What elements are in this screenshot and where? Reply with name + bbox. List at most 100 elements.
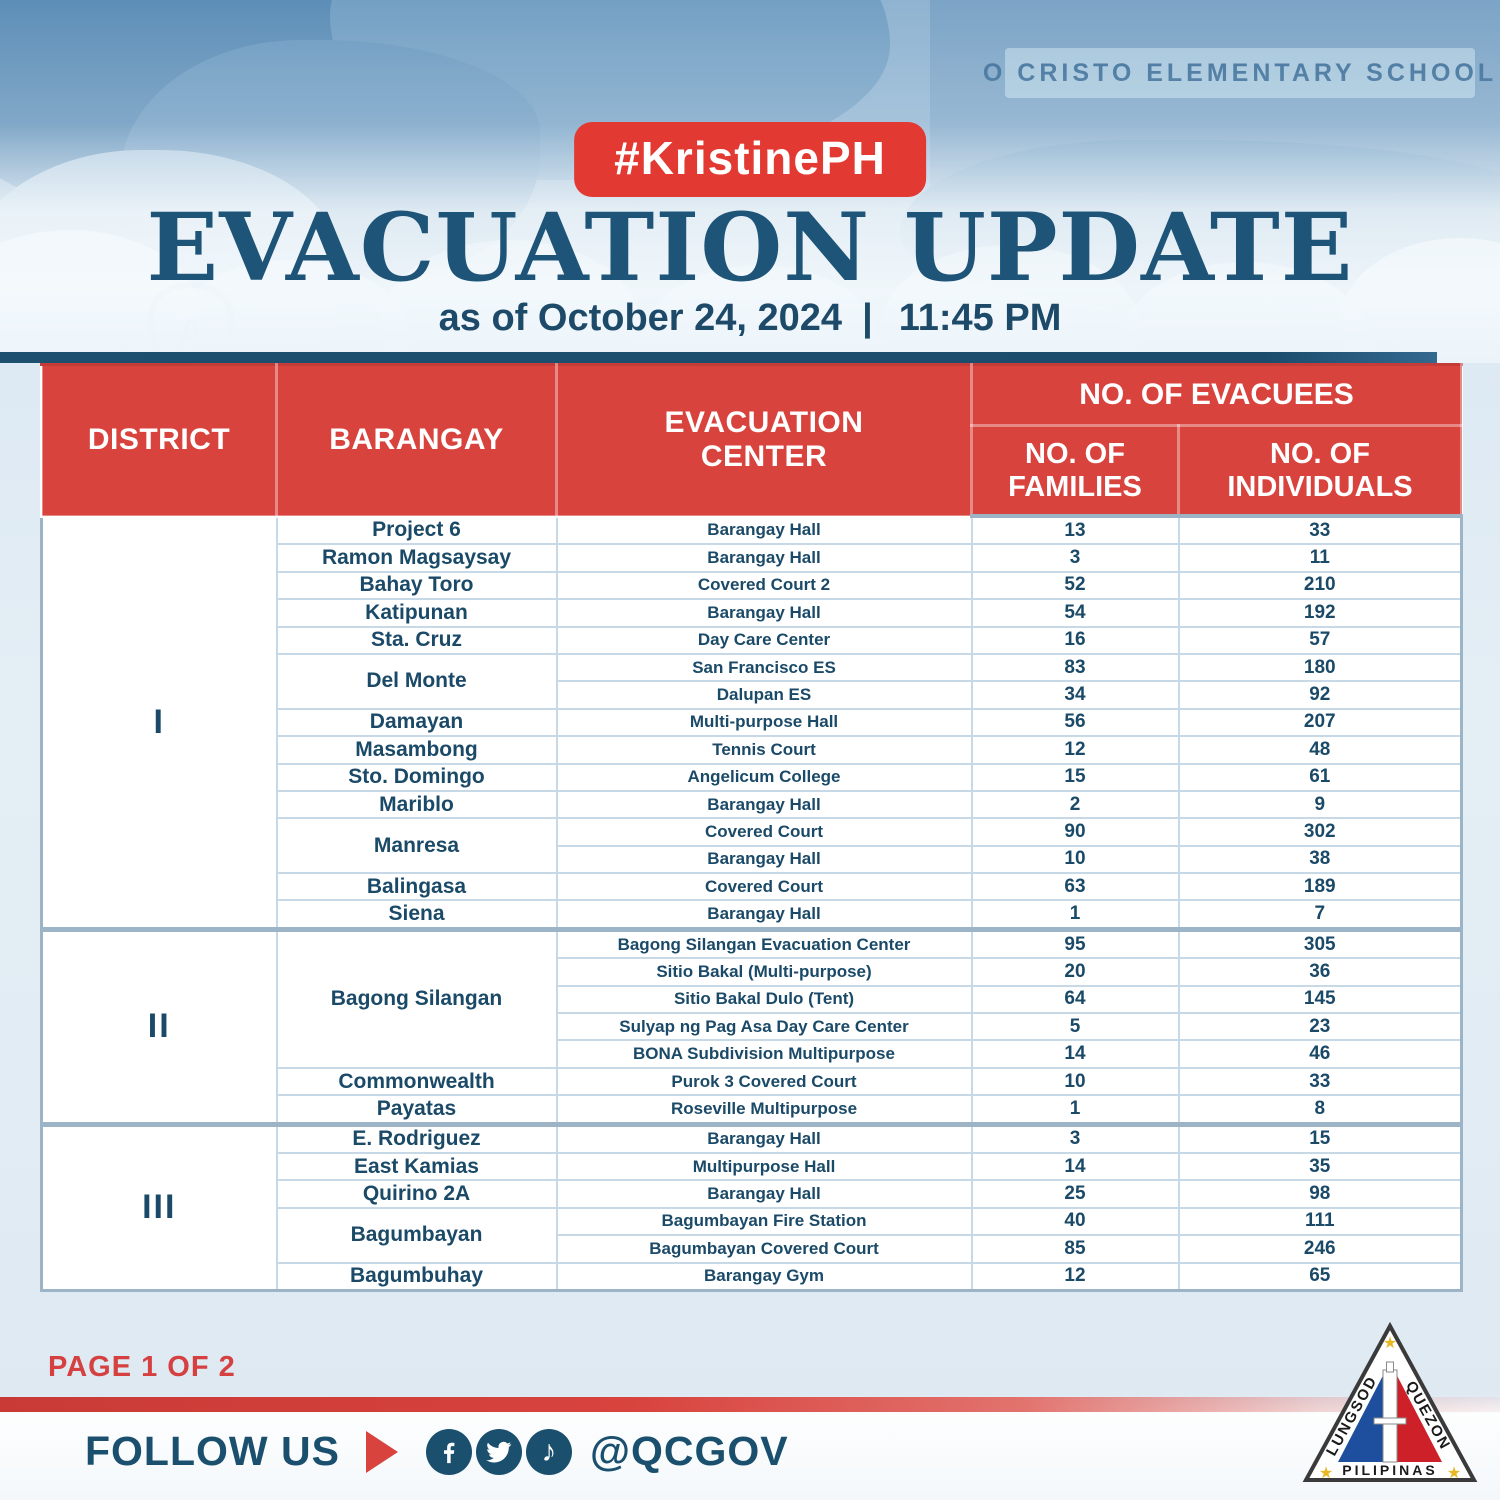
individuals-cell: 33: [1177, 514, 1463, 546]
table-row: Bagumbayan Covered Court 85 246: [42, 1234, 1463, 1264]
as-of-date: as of October 24, 2024: [438, 297, 843, 339]
as-of-subtitle: as of October 24, 2024 | 11:45 PM: [0, 297, 1500, 340]
center-cell: Multi-purpose Hall: [555, 707, 973, 738]
center-cell: Bagong Silangan Evacuation Center: [555, 928, 973, 960]
center-cell: BONA Subdivision Multipurpose: [555, 1039, 973, 1069]
families-cell: 15: [970, 762, 1180, 792]
column-header-families: NO. OF FAMILIES: [970, 424, 1180, 518]
center-cell: Bagumbayan Covered Court: [555, 1234, 973, 1264]
barangay-cell: Balingasa: [275, 872, 558, 902]
table-header: DISTRICT BARANGAY EVACUATION CENTER NO. …: [40, 363, 1464, 518]
facebook-icon: [425, 1428, 472, 1475]
barangay-cell: Quirino 2A: [275, 1179, 558, 1209]
families-cell: 3: [970, 1123, 1180, 1154]
individuals-cell: 305: [1177, 928, 1463, 960]
individuals-cell: 302: [1177, 817, 1463, 847]
table-row: II Bagong Silangan Bagong Silangan Evacuat…: [40, 928, 1463, 1127]
families-cell: 12: [970, 1261, 1180, 1292]
center-cell: Barangay Hall: [555, 543, 973, 573]
families-cell: 54: [970, 598, 1180, 628]
page-title: EVACUATION UPDATE: [146, 193, 1354, 303]
as-of-time: 11:45 PM: [898, 297, 1062, 339]
families-cell: 83: [970, 652, 1180, 683]
individuals-cell: 48: [1177, 735, 1463, 765]
table-row: Sta. Cruz Day Care Center 16 57: [42, 625, 1463, 655]
individuals-cell: 210: [1177, 570, 1463, 601]
table-row: III E. Rodriguez Barangay Hall 3 15: [40, 1123, 1463, 1292]
table-row: Barangay Hall 10 38: [42, 844, 1463, 875]
center-cell: Angelicum College: [555, 762, 973, 792]
individuals-cell: 111: [1177, 1206, 1463, 1237]
individuals-cell: 36: [1177, 957, 1463, 987]
families-cell: 20: [970, 957, 1180, 987]
center-cell: Sitio Bakal Dulo (Tent): [555, 984, 973, 1015]
column-header-evacuees-group: NO. OF EVACUEES: [969, 363, 1464, 427]
families-cell: 40: [970, 1206, 1180, 1237]
individuals-cell: 7: [1177, 899, 1463, 932]
center-cell: Sitio Bakal (Multi-purpose): [555, 957, 973, 987]
families-cell: 10: [970, 1066, 1180, 1097]
families-cell: 1: [970, 1094, 1180, 1127]
families-cell: 13: [970, 514, 1180, 546]
table-row: Siena Barangay Hall 1 7: [42, 899, 1463, 932]
center-cell: Barangay Gym: [555, 1261, 973, 1292]
center-cell: Barangay Hall: [555, 844, 973, 875]
barangay-cell: Commonwealth: [275, 1066, 558, 1097]
table-row: Sitio Bakal Dulo (Tent) 64 145: [42, 984, 1463, 1015]
individuals-cell: 61: [1177, 762, 1463, 792]
families-cell: 90: [970, 817, 1180, 847]
individuals-cell: 23: [1177, 1012, 1463, 1042]
individuals-cell: 246: [1177, 1234, 1463, 1264]
subtitle-separator: |: [862, 297, 873, 339]
district-cell: I: [40, 514, 278, 932]
individuals-cell: 33: [1177, 1066, 1463, 1097]
families-cell: 14: [970, 1151, 1180, 1182]
barangay-cell: Bagong Silangan: [275, 928, 558, 1069]
barangay-cell: Mariblo: [275, 789, 558, 820]
footer-red-bar: [0, 1397, 1500, 1412]
table-row: Payatas Roseville Multipurpose 1 8: [42, 1094, 1463, 1127]
barangay-cell: Bagumbayan: [275, 1206, 558, 1264]
barangay-cell: Project 6: [275, 514, 558, 546]
table-row: Manresa Covered Court 90 302: [42, 817, 1463, 875]
individuals-cell: 35: [1177, 1151, 1463, 1182]
families-cell: 52: [970, 570, 1180, 601]
table-row: Katipunan Barangay Hall 54 192: [42, 598, 1463, 628]
barangay-cell: Damayan: [275, 707, 558, 738]
table-row: East Kamias Multipurpose Hall 14 35: [42, 1151, 1463, 1182]
table-row: I Project 6 Barangay Hall 13 33: [40, 514, 1463, 932]
barangay-cell: Bahay Toro: [275, 570, 558, 601]
table-row: Mariblo Barangay Hall 2 9: [42, 789, 1463, 820]
individuals-cell: 11: [1177, 543, 1463, 573]
center-cell: Barangay Hall: [555, 1179, 973, 1209]
families-cell: 5: [970, 1012, 1180, 1042]
barangay-cell: Sta. Cruz: [275, 625, 558, 655]
navy-divider-strip: [0, 352, 1437, 363]
center-cell: Day Care Center: [555, 625, 973, 655]
barangay-cell: Manresa: [275, 817, 558, 875]
center-cell: Tennis Court: [555, 735, 973, 765]
center-cell: Bagumbayan Fire Station: [555, 1206, 973, 1237]
seal-star-left: ★: [1319, 1465, 1333, 1482]
individuals-cell: 8: [1177, 1094, 1463, 1127]
center-cell: Roseville Multipurpose: [555, 1094, 973, 1127]
seal-star-right: ★: [1447, 1465, 1461, 1482]
play-arrow-icon: [365, 1430, 398, 1473]
center-cell: Covered Court 2: [555, 570, 973, 601]
table-row: Quirino 2A Barangay Hall 25 98: [42, 1179, 1463, 1209]
individuals-cell: 46: [1177, 1039, 1463, 1069]
individuals-cell: 189: [1177, 872, 1463, 902]
individuals-cell: 15: [1177, 1123, 1463, 1154]
evacuation-table-body: I Project 6 Barangay Hall 13 33 Ramon Magsays…: [40, 514, 1463, 1292]
center-cell: Covered Court: [555, 872, 973, 902]
center-cell: Covered Court: [555, 817, 973, 847]
families-cell: 85: [970, 1234, 1180, 1264]
families-cell: 14: [970, 1039, 1180, 1069]
families-cell: 12: [970, 735, 1180, 765]
families-cell: 63: [970, 872, 1180, 902]
follow-us-row: FOLLOW US ♪ @QCGOV: [85, 1428, 789, 1475]
barangay-cell: Del Monte: [275, 652, 558, 710]
individuals-cell: 207: [1177, 707, 1463, 738]
individuals-cell: 9: [1177, 789, 1463, 820]
